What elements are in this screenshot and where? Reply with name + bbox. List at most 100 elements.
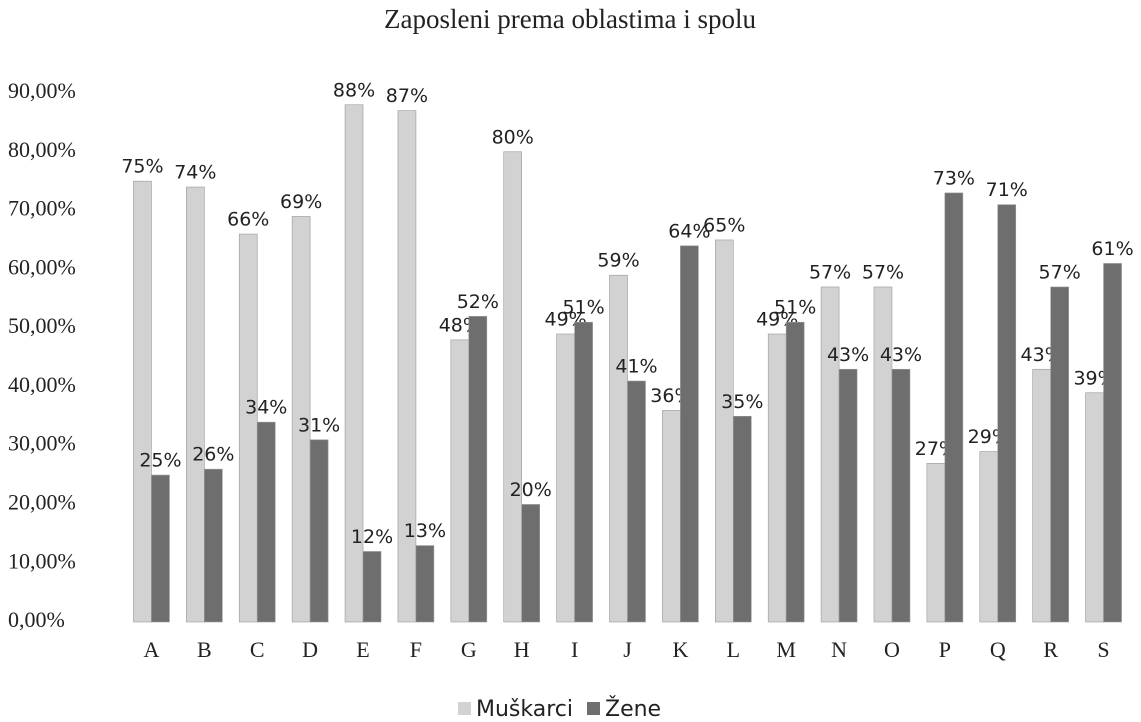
data-label: 13% <box>404 520 446 542</box>
x-tick-label: O <box>884 637 900 662</box>
bar <box>503 151 523 623</box>
x-tick-label: S <box>1097 637 1109 662</box>
data-label: 65% <box>703 214 745 236</box>
bar <box>151 474 170 623</box>
y-tick-label: 60,00% <box>8 254 76 279</box>
bar <box>204 468 223 623</box>
data-label: 52% <box>457 291 499 313</box>
y-tick-label: 0,00% <box>8 607 65 632</box>
bar <box>1103 263 1122 623</box>
bar <box>468 316 488 623</box>
bar <box>838 368 858 623</box>
bar <box>1050 286 1069 623</box>
bar <box>344 104 364 623</box>
y-tick-label: 50,00% <box>8 313 76 338</box>
y-tick-label: 40,00% <box>8 372 76 397</box>
y-tick-label: 20,00% <box>8 489 76 514</box>
data-label: 57% <box>862 261 904 283</box>
x-tick-label: L <box>727 637 740 662</box>
data-label: 43% <box>827 344 869 366</box>
x-tick-label: A <box>144 637 160 662</box>
data-label: 57% <box>1039 261 1081 283</box>
bar <box>291 216 311 623</box>
data-label: 51% <box>774 297 816 319</box>
data-label: 66% <box>227 209 269 231</box>
data-label: 64% <box>668 220 710 242</box>
bar <box>256 421 276 623</box>
x-tick-label: R <box>1043 637 1058 662</box>
data-label: 51% <box>562 297 604 319</box>
bar <box>450 339 470 623</box>
bar <box>609 274 628 623</box>
bar <box>997 204 1017 623</box>
y-tick-label: 70,00% <box>8 196 76 221</box>
bar <box>767 333 787 623</box>
bar <box>397 110 417 623</box>
y-tick-label: 30,00% <box>8 431 76 456</box>
bar <box>680 245 699 623</box>
data-label: 73% <box>933 167 975 189</box>
legend-label: Žene <box>605 696 661 722</box>
data-label: 59% <box>597 250 639 272</box>
x-tick-label: H <box>514 637 530 662</box>
x-tick-label: K <box>672 637 688 662</box>
y-tick-label: 80,00% <box>8 137 76 162</box>
bar <box>785 321 805 623</box>
x-tick-label: B <box>197 637 212 662</box>
data-label: 26% <box>192 444 234 466</box>
data-label: 75% <box>121 156 163 178</box>
data-label: 31% <box>298 414 340 436</box>
x-tick-label: G <box>461 637 477 662</box>
data-label: 61% <box>1091 238 1133 260</box>
bar <box>238 233 258 623</box>
legend-swatch <box>587 702 600 715</box>
data-label: 34% <box>245 397 287 419</box>
x-tick-label: E <box>356 637 369 662</box>
legend-swatch <box>458 702 471 715</box>
legend-label: Muškarci <box>476 697 573 722</box>
bar <box>556 333 575 623</box>
data-label: 69% <box>280 191 322 213</box>
x-tick-label: J <box>623 637 632 662</box>
bar <box>732 415 752 623</box>
bar <box>1085 392 1104 623</box>
bar <box>574 321 593 623</box>
x-tick-label: P <box>939 637 951 662</box>
data-label: 12% <box>351 526 393 548</box>
data-label: 88% <box>333 79 375 101</box>
data-label: 43% <box>880 344 922 366</box>
bar <box>186 186 205 623</box>
bar <box>627 380 646 623</box>
data-label: 71% <box>986 179 1028 201</box>
data-label: 35% <box>721 391 763 413</box>
bar <box>415 545 435 623</box>
bar <box>891 368 911 623</box>
data-label: 80% <box>492 126 534 148</box>
bar <box>662 410 681 623</box>
x-tick-label: I <box>571 637 578 662</box>
x-tick-label: C <box>250 637 265 662</box>
data-label: 41% <box>615 356 657 378</box>
x-tick-label: M <box>776 637 796 662</box>
x-tick-label: D <box>302 637 318 662</box>
bar <box>1032 368 1051 623</box>
bar <box>820 286 840 623</box>
bar <box>944 192 964 623</box>
bar <box>133 180 152 623</box>
x-tick-label: N <box>831 637 847 662</box>
y-tick-label: 10,00% <box>8 548 76 573</box>
data-label: 20% <box>510 479 552 501</box>
bar <box>715 239 734 623</box>
bar <box>362 551 382 623</box>
data-label: 74% <box>174 162 216 184</box>
bar <box>873 286 893 623</box>
x-tick-label: Q <box>990 637 1006 662</box>
bar <box>979 451 999 623</box>
y-tick-label: 90,00% <box>8 78 76 103</box>
data-label: 57% <box>809 261 851 283</box>
data-label: 25% <box>139 450 181 472</box>
bar <box>309 439 329 623</box>
bar <box>521 504 540 623</box>
data-label: 87% <box>386 85 428 107</box>
